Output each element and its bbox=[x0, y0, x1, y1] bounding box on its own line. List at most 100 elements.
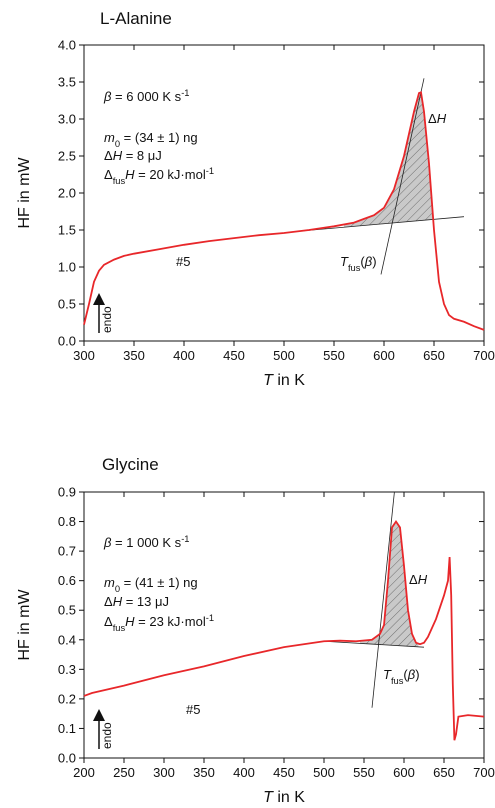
x-tick-label: 600 bbox=[393, 765, 415, 780]
annotation: ΔH bbox=[428, 111, 447, 126]
x-tick-label: 500 bbox=[273, 348, 295, 363]
plot-frame bbox=[83, 44, 485, 342]
annotation: ΔH = 13 μJ bbox=[104, 594, 169, 609]
chart-title: Glycine bbox=[102, 455, 159, 474]
x-tick-label: 550 bbox=[323, 348, 345, 363]
text-part: Δ bbox=[409, 572, 418, 587]
y-tick-label: 2.0 bbox=[58, 186, 76, 201]
text-part: T bbox=[263, 372, 274, 389]
annotation: m0 = (41 ± 1) ng bbox=[104, 575, 198, 594]
text-part: H bbox=[113, 148, 123, 163]
annotation: ΔfusH = 23 kJ·mol-1 bbox=[104, 613, 214, 633]
y-tick-label: 0.9 bbox=[58, 485, 76, 500]
y-axis-label: HF in mW bbox=[16, 589, 33, 661]
text-part: #5 bbox=[176, 254, 190, 269]
x-axis-label: T in K bbox=[263, 789, 305, 806]
text-part: fus bbox=[113, 623, 126, 633]
y-tick-label: 0.5 bbox=[58, 297, 76, 312]
tangent-line bbox=[371, 491, 395, 708]
chart-title: L-Alanine bbox=[100, 9, 172, 28]
text-part: m bbox=[104, 575, 115, 590]
text-part: -1 bbox=[206, 166, 214, 176]
text-part: 0 bbox=[115, 139, 120, 149]
text-part: T bbox=[340, 254, 349, 269]
x-axis-label: T in K bbox=[263, 372, 305, 389]
text-part: = 1 000 K s bbox=[111, 535, 181, 550]
text-part: = 20 kJ·mol bbox=[135, 167, 206, 182]
text-part: H bbox=[125, 167, 135, 182]
x-tick-label: 350 bbox=[193, 765, 215, 780]
text-part: = (41 ± 1) ng bbox=[120, 575, 198, 590]
y-tick-label: 3.0 bbox=[58, 112, 76, 127]
y-tick-label: 0.1 bbox=[58, 721, 76, 736]
y-tick-label: 1.0 bbox=[58, 260, 76, 275]
shaded-area bbox=[360, 521, 419, 647]
x-tick-label: 350 bbox=[123, 348, 145, 363]
x-tick-label: 450 bbox=[223, 348, 245, 363]
annotation: β = 1 000 K s-1 bbox=[103, 534, 190, 550]
text-part: 0 bbox=[115, 584, 120, 594]
text-part: ) bbox=[372, 254, 376, 269]
annotation: Tfus(β) bbox=[340, 254, 377, 273]
text-part: = (34 ± 1) ng bbox=[120, 130, 198, 145]
text-part: β bbox=[364, 254, 373, 269]
x-tick-label: 500 bbox=[313, 765, 335, 780]
text-part: Δ bbox=[104, 614, 113, 629]
y-tick-label: 2.5 bbox=[58, 149, 76, 164]
y-tick-label: 3.5 bbox=[58, 75, 76, 90]
x-tick-label: 400 bbox=[233, 765, 255, 780]
text-part: -1 bbox=[181, 88, 189, 98]
text-part: Δ bbox=[104, 167, 113, 182]
y-tick-label: 0.2 bbox=[58, 691, 76, 706]
annotation: ΔH bbox=[409, 572, 428, 587]
text-part: ( bbox=[360, 254, 365, 269]
tangent-line bbox=[303, 216, 465, 232]
text-part: = 6 000 K s bbox=[111, 89, 181, 104]
shaded-area bbox=[344, 92, 434, 228]
annotation: m0 = (34 ± 1) ng bbox=[104, 130, 198, 149]
text-part: β bbox=[103, 535, 112, 550]
x-tick-label: 600 bbox=[373, 348, 395, 363]
annotation: Tfus(β) bbox=[383, 667, 420, 686]
text-part: H bbox=[113, 594, 123, 609]
text-part: endo bbox=[100, 306, 114, 333]
text-part: β bbox=[103, 89, 112, 104]
text-part: = 8 μJ bbox=[122, 148, 162, 163]
text-part: Δ bbox=[104, 148, 113, 163]
text-part: #5 bbox=[186, 702, 200, 717]
data-line bbox=[83, 519, 485, 741]
annotation: #5 bbox=[176, 254, 190, 269]
x-tick-label: 200 bbox=[73, 765, 95, 780]
x-tick-label: 700 bbox=[473, 348, 495, 363]
y-tick-label: 0.7 bbox=[58, 544, 76, 559]
annotation: β = 6 000 K s-1 bbox=[103, 88, 190, 104]
y-tick-label: 0.5 bbox=[58, 603, 76, 618]
annotation: ΔfusH = 20 kJ·mol-1 bbox=[104, 166, 214, 186]
text-part: fus bbox=[348, 263, 361, 273]
y-tick-label: 0.0 bbox=[58, 751, 76, 766]
text-part: ( bbox=[403, 667, 408, 682]
x-tick-label: 650 bbox=[423, 348, 445, 363]
y-axis-label: HF in mW bbox=[16, 157, 33, 229]
text-part: in K bbox=[273, 372, 305, 389]
text-part: Δ bbox=[104, 594, 113, 609]
y-tick-label: 1.5 bbox=[58, 223, 76, 238]
plot-frame bbox=[83, 491, 485, 759]
y-tick-label: 0.6 bbox=[58, 573, 76, 588]
text-part: fus bbox=[391, 676, 404, 686]
annotation-rotated: endo bbox=[100, 722, 114, 749]
y-tick-label: 0.0 bbox=[58, 334, 76, 349]
text-part: m bbox=[104, 130, 115, 145]
text-part: T bbox=[263, 789, 274, 806]
y-tick-label: 0.3 bbox=[58, 662, 76, 677]
text-part: ) bbox=[415, 667, 419, 682]
y-tick-label: 4.0 bbox=[58, 38, 76, 53]
annotation: #5 bbox=[186, 702, 200, 717]
x-tick-label: 300 bbox=[153, 765, 175, 780]
text-part: -1 bbox=[181, 534, 189, 544]
text-part: endo bbox=[100, 722, 114, 749]
text-part: in K bbox=[273, 789, 305, 806]
text-part: = 13 μJ bbox=[122, 594, 169, 609]
y-tick-label: 0.4 bbox=[58, 632, 76, 647]
